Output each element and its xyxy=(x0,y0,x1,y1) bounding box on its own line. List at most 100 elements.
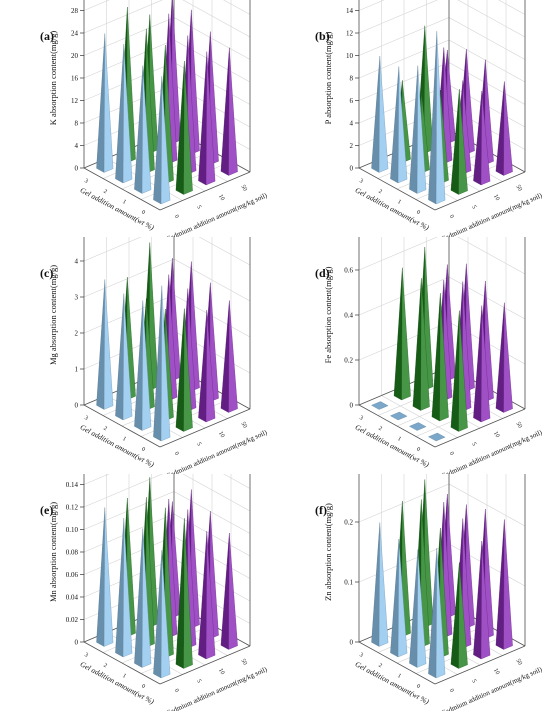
y-tick-label: 10 xyxy=(217,194,225,202)
z-tick-label: 4 xyxy=(75,258,79,266)
bar-cone xyxy=(115,293,124,421)
bar-cone xyxy=(480,305,491,423)
bar-cone xyxy=(167,274,178,402)
bar-cone xyxy=(401,267,411,401)
z-tick-label: 2 xyxy=(350,142,354,150)
bar-cone xyxy=(397,66,408,184)
axis-frame xyxy=(83,404,161,448)
bar-cone xyxy=(134,300,143,431)
bar-cone xyxy=(371,55,380,173)
y-tick-label: 0 xyxy=(448,688,455,694)
chart-c: 0 1 2 3 4 5 Mg absorption content(mg/g)(c) 0 1 2 3… xyxy=(40,186,269,480)
bar-cone xyxy=(122,43,133,184)
x-tick-label: 0 xyxy=(140,210,146,217)
z-tick-label: 12 xyxy=(346,30,354,38)
y-tick-label: 5 xyxy=(470,678,477,684)
z-tick-label: 8 xyxy=(75,120,79,128)
z-tick-label: 3 xyxy=(75,294,79,302)
bar-cone xyxy=(431,293,441,422)
bar-cone xyxy=(416,549,427,668)
z-tick-label: 12 xyxy=(71,97,79,105)
bar-cone xyxy=(209,282,219,403)
z-tick-label: 0 xyxy=(350,165,354,173)
bar-cone xyxy=(435,547,446,679)
z-tick-label: 16 xyxy=(71,75,79,83)
bar-cone xyxy=(484,280,494,403)
y-tick-label: 0 xyxy=(173,451,180,457)
bar-cone xyxy=(503,81,513,176)
bar-cone xyxy=(371,401,389,410)
bar-cone xyxy=(397,538,408,658)
bar-cone xyxy=(141,65,152,194)
bar-cone xyxy=(401,500,411,638)
z-tick-label: 14 xyxy=(346,7,354,15)
x-tick-label: 2 xyxy=(377,426,383,433)
x-tick-label: 0 xyxy=(415,684,421,691)
bar-cone xyxy=(390,66,399,184)
z-tick-label: 0 xyxy=(75,639,79,647)
axis-frame xyxy=(358,167,436,211)
x-tick-label: 3 xyxy=(83,415,89,422)
bar-cone xyxy=(198,51,207,186)
bar-cone xyxy=(103,279,114,410)
z-axis-title: Zn absorption content(mg/g) xyxy=(323,503,333,601)
bar-cone xyxy=(228,532,238,650)
bar-cone xyxy=(96,507,105,647)
bar-cone xyxy=(423,25,434,154)
z-tick-label: 0.04 xyxy=(66,594,79,602)
bar-cone xyxy=(122,293,133,421)
bar-cone xyxy=(103,33,114,173)
z-tick-label: 4 xyxy=(75,142,79,150)
z-axis-title: Fe absorption content(mg/g) xyxy=(323,266,333,363)
y-axis-title: Cadmium addition amount(mg/kg soil) xyxy=(165,665,269,711)
z-axis-title: Mg absorption content(mg/g) xyxy=(48,265,58,365)
z-tick-label: 4 xyxy=(350,120,354,128)
z-tick-label: 0 xyxy=(350,402,354,410)
panel-e: 00.020.040.060.080.100.120.140.16Mn abso… xyxy=(0,423,275,716)
bar-cone xyxy=(134,65,143,194)
wall-gridline xyxy=(83,0,251,15)
wall-gridline xyxy=(358,231,526,275)
z-tick-label: 0.12 xyxy=(66,504,79,512)
y-tick-label: 5 xyxy=(195,204,202,210)
panel-label: (a) xyxy=(40,29,54,43)
bar-cone xyxy=(371,522,380,647)
bar-cone xyxy=(183,61,193,195)
bar-cone xyxy=(205,531,216,660)
axis-frame xyxy=(83,167,161,211)
z-tick-label: 0.1 xyxy=(344,579,353,587)
bar-cone xyxy=(390,411,408,421)
chart-d: 00.20.40.60.8Fe absorption content(mg/g)… xyxy=(315,186,544,480)
x-tick-label: 0 xyxy=(140,447,146,454)
bar-cone xyxy=(458,89,468,195)
z-tick-label: 0.08 xyxy=(66,549,79,557)
bar-cone xyxy=(461,281,472,412)
panel-label: (e) xyxy=(40,503,53,517)
z-tick-label: 0.4 xyxy=(344,312,353,320)
bar-cone xyxy=(103,507,114,647)
y-tick-label: 5 xyxy=(195,678,202,684)
y-tick-label: 50 xyxy=(515,421,523,429)
z-tick-label: 0.06 xyxy=(66,571,79,579)
bar-cone xyxy=(220,532,230,650)
x-tick-label: 2 xyxy=(102,663,108,670)
z-axis-title: Mn absorption content(mg/g) xyxy=(48,502,58,602)
bar-cone xyxy=(461,518,472,649)
z-tick-label: 28 xyxy=(71,7,79,15)
panel-label: (f) xyxy=(315,503,327,517)
z-axis-title: P absorption content(mg/g) xyxy=(323,31,333,124)
x-tick-label: 1 xyxy=(396,199,402,206)
wall-gridline xyxy=(358,0,526,15)
x-tick-label: 3 xyxy=(358,652,364,659)
x-tick-label: 1 xyxy=(396,673,402,680)
x-tick-label: 3 xyxy=(83,652,89,659)
axis-frame xyxy=(159,408,251,448)
y-tick-label: 50 xyxy=(515,184,523,192)
y-tick-label: 0 xyxy=(448,451,455,457)
chart-e: 00.020.040.060.080.100.120.140.16Mn abso… xyxy=(40,423,269,716)
bar-cone xyxy=(480,540,491,660)
bar-cone xyxy=(390,538,399,658)
z-tick-label: 6 xyxy=(350,97,354,105)
bar-cone xyxy=(141,528,152,668)
y-tick-label: 10 xyxy=(492,668,500,676)
